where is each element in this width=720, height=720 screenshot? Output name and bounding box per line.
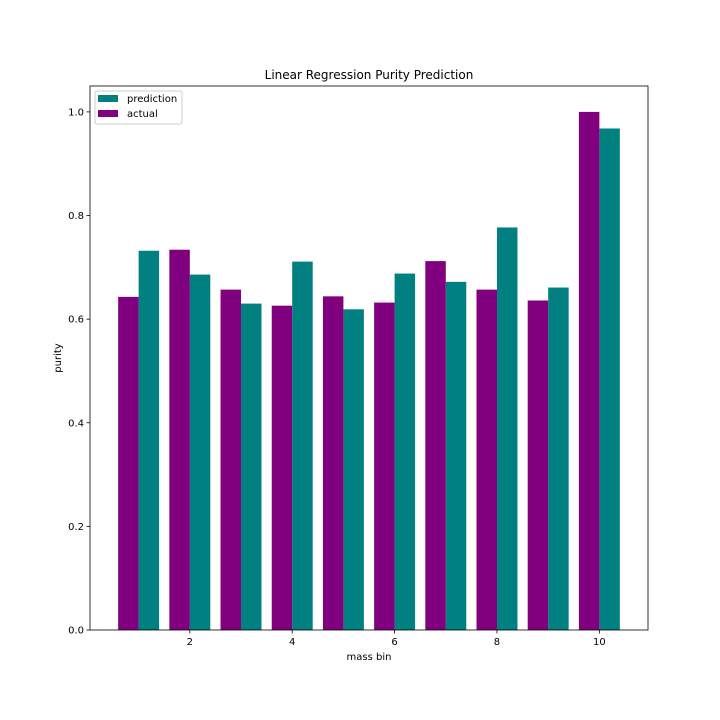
bar-prediction-8	[496, 227, 518, 630]
y-tick-label-0.6: 0.6	[68, 315, 84, 326]
bar-actual-9	[527, 300, 549, 630]
bar-prediction-7	[445, 281, 467, 630]
bar-actual-3	[220, 289, 242, 630]
bar-prediction-2	[189, 274, 211, 630]
legend: prediction actual	[94, 90, 183, 125]
legend-swatch-prediction	[98, 95, 118, 102]
x-axis: 2 4 6 8 10	[187, 630, 606, 648]
bar-prediction-3	[241, 303, 262, 630]
bar-prediction-6	[394, 273, 416, 630]
y-tick-label-1: 1.0	[68, 107, 84, 118]
y-axis-label: purity	[53, 343, 64, 372]
legend-label-prediction: prediction	[127, 94, 177, 105]
bar-actual-5	[322, 296, 344, 630]
x-tick-label-8: 8	[494, 637, 500, 648]
bar-actual-8	[476, 289, 497, 630]
y-tick-label-0: 0.0	[68, 626, 84, 637]
y-tick-label-0.4: 0.4	[68, 418, 84, 429]
bar-actual-6	[374, 302, 395, 630]
bar-actual-10	[578, 111, 600, 630]
bar-prediction-4	[292, 261, 313, 630]
chart-title: Linear Regression Purity Prediction	[265, 68, 474, 82]
legend-swatch-actual	[98, 110, 118, 117]
x-tick-label-4: 4	[289, 637, 295, 648]
bar-actual-4	[271, 305, 293, 630]
bars-group	[118, 111, 620, 631]
bar-prediction-10	[599, 128, 620, 630]
bar-actual-7	[425, 261, 446, 630]
legend-label-actual: actual	[127, 109, 158, 120]
y-tick-label-0.8: 0.8	[68, 211, 84, 222]
bar-prediction-1	[138, 250, 160, 631]
y-tick-label-0.2: 0.2	[68, 522, 84, 533]
bar-actual-1	[118, 296, 139, 630]
y-axis: 0.0 0.2 0.4 0.6 0.8 1.0	[68, 107, 90, 637]
bar-prediction-9	[548, 287, 569, 630]
bar-actual-2	[169, 249, 190, 631]
x-tick-label-10: 10	[593, 637, 606, 648]
bar-prediction-5	[343, 309, 364, 630]
x-axis-label: mass bin	[347, 652, 392, 663]
x-tick-label-2: 2	[187, 637, 193, 648]
plot-frame	[89, 85, 649, 631]
x-tick-label-6: 6	[391, 637, 397, 648]
